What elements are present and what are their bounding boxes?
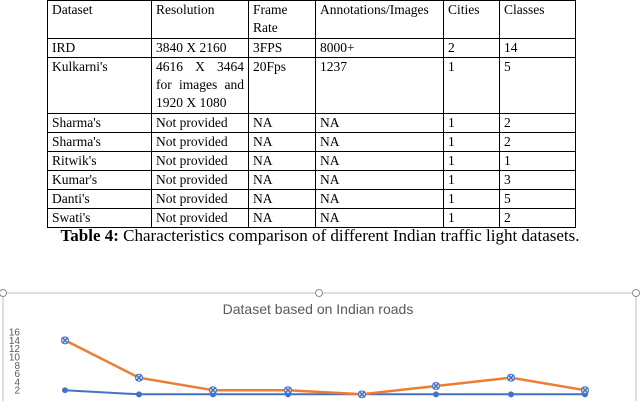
cell-resolution: 4616 X 3464 for images and 1920 X 1080	[151, 57, 249, 114]
cell-frame-rate: NA	[248, 132, 316, 152]
series-2-point	[432, 382, 440, 391]
cell-dataset: Danti's	[47, 189, 152, 209]
cell-resolution: Not provided	[151, 208, 249, 228]
caption-label: Table 4:	[60, 226, 119, 245]
cell-classes: 2	[499, 132, 576, 152]
table-row: Kumar's Not provided NA NA 1 3	[47, 170, 576, 190]
resize-handle-top-middle[interactable]	[315, 289, 323, 297]
cell-classes: 1	[499, 151, 576, 171]
cell-resolution: 3840 X 2160	[151, 38, 249, 58]
cell-frame-rate: NA	[248, 208, 316, 228]
cell-resolution: Not provided	[151, 189, 249, 209]
table-row: Swati's Not provided NA NA 1 2	[47, 208, 576, 228]
caption-text: Characteristics comparison of different …	[118, 226, 580, 245]
cell-dataset: Kumar's	[47, 170, 152, 190]
cell-resolution: Not provided	[151, 132, 249, 152]
y-tick-label: 8	[14, 361, 20, 372]
cell-cities: 1	[443, 208, 500, 228]
header-cities: Cities	[443, 0, 500, 39]
table-row: Sharma's Not provided NA NA 1 2	[47, 132, 576, 152]
y-tick-label: 12	[9, 344, 21, 355]
cell-cities: 1	[443, 189, 500, 209]
header-classes: Classes	[499, 0, 576, 39]
cell-classes: 3	[499, 170, 576, 190]
y-tick-label: 4	[14, 377, 20, 388]
table-row: Ritwik's Not provided NA NA 1 1	[47, 151, 576, 171]
series-2-point	[507, 373, 515, 382]
series-1-point	[136, 391, 142, 398]
cell-dataset: Kulkarni's	[47, 57, 152, 114]
cell-cities: 1	[443, 132, 500, 152]
chart-frame	[2, 292, 637, 401]
cell-dataset: IRD	[47, 38, 152, 58]
cell-resolution: Not provided	[151, 170, 249, 190]
chart-title: Dataset based on Indian roads	[223, 301, 414, 317]
cell-frame-rate: 3FPS	[248, 38, 316, 58]
cell-annotations: NA	[315, 132, 444, 152]
y-tick-label: 2	[14, 386, 20, 397]
cell-dataset: Swati's	[47, 208, 152, 228]
header-resolution: Resolution	[151, 0, 249, 39]
series-2-point	[581, 386, 589, 395]
table-row: Danti's Not provided NA NA 1 5	[47, 189, 576, 209]
cell-dataset: Sharma's	[47, 132, 152, 152]
table-caption: Table 4: Characteristics comparison of d…	[0, 226, 640, 246]
series-2-point	[209, 386, 217, 395]
series-line-2	[64, 339, 586, 396]
cell-classes: 2	[499, 208, 576, 228]
cell-annotations: NA	[315, 208, 444, 228]
cell-classes: 5	[499, 57, 576, 114]
resize-handle-top-right[interactable]	[632, 289, 640, 297]
series-layer	[61, 336, 589, 399]
series-1-point	[62, 387, 68, 394]
series-1-point	[508, 391, 514, 398]
table-row: Kulkarni's 4616 X 3464 for images and 19…	[47, 57, 576, 114]
header-frame-rate: Frame Rate	[248, 0, 316, 39]
y-tick-label: 10	[9, 352, 21, 363]
cell-cities: 1	[443, 113, 500, 133]
cell-frame-rate: NA	[248, 113, 316, 133]
datasets-table: Dataset Resolution Frame Rate Annotation…	[47, 0, 576, 228]
cell-dataset: Ritwik's	[47, 151, 152, 171]
cell-classes: 14	[499, 38, 576, 58]
cell-cities: 1	[443, 151, 500, 171]
y-tick-label: 14	[9, 336, 21, 347]
y-tick-label: 16	[9, 328, 21, 339]
cell-frame-rate: NA	[248, 170, 316, 190]
cell-classes: 5	[499, 189, 576, 209]
header-annotations: Annotations/Images	[315, 0, 444, 39]
series-2-point	[358, 390, 366, 399]
cell-cities: 2	[443, 38, 500, 58]
line-chart: Dataset based on Indian roads 16 14 12 10 8 6…	[0, 286, 640, 401]
cell-annotations: 1237	[315, 57, 444, 114]
cell-frame-rate: 20Fps	[248, 57, 316, 114]
cell-frame-rate: NA	[248, 189, 316, 209]
table-header-row: Dataset Resolution Frame Rate Annotation…	[47, 0, 576, 39]
series-2-point	[61, 336, 69, 345]
cell-resolution: Not provided	[151, 151, 249, 171]
cell-annotations: NA	[315, 113, 444, 133]
cell-dataset: Sharma's	[47, 113, 152, 133]
cell-frame-rate: NA	[248, 151, 316, 171]
series-2-point	[135, 373, 143, 382]
cell-resolution: Not provided	[151, 113, 249, 133]
table-row: Sharma's Not provided NA NA 1 2	[47, 113, 576, 133]
header-dataset: Dataset	[47, 0, 152, 39]
resize-handle-top-left[interactable]	[0, 289, 7, 297]
chart-svg: Dataset based on Indian roads 1614121086…	[0, 289, 640, 401]
table-header: Dataset Resolution Frame Rate Annotation…	[47, 0, 576, 39]
series-2-point	[284, 386, 292, 395]
cell-annotations: NA	[315, 151, 444, 171]
series-line-1	[64, 389, 585, 396]
cell-cities: 1	[443, 57, 500, 114]
cell-annotations: NA	[315, 189, 444, 209]
cell-annotations: 8000+	[315, 38, 444, 58]
cell-annotations: NA	[315, 170, 444, 190]
series-1-point	[433, 391, 439, 398]
y-tick-label: 6	[14, 369, 20, 380]
table-row: IRD 3840 X 2160 3FPS 8000+ 2 14	[47, 38, 576, 58]
cell-cities: 1	[443, 170, 500, 190]
cell-classes: 2	[499, 113, 576, 133]
